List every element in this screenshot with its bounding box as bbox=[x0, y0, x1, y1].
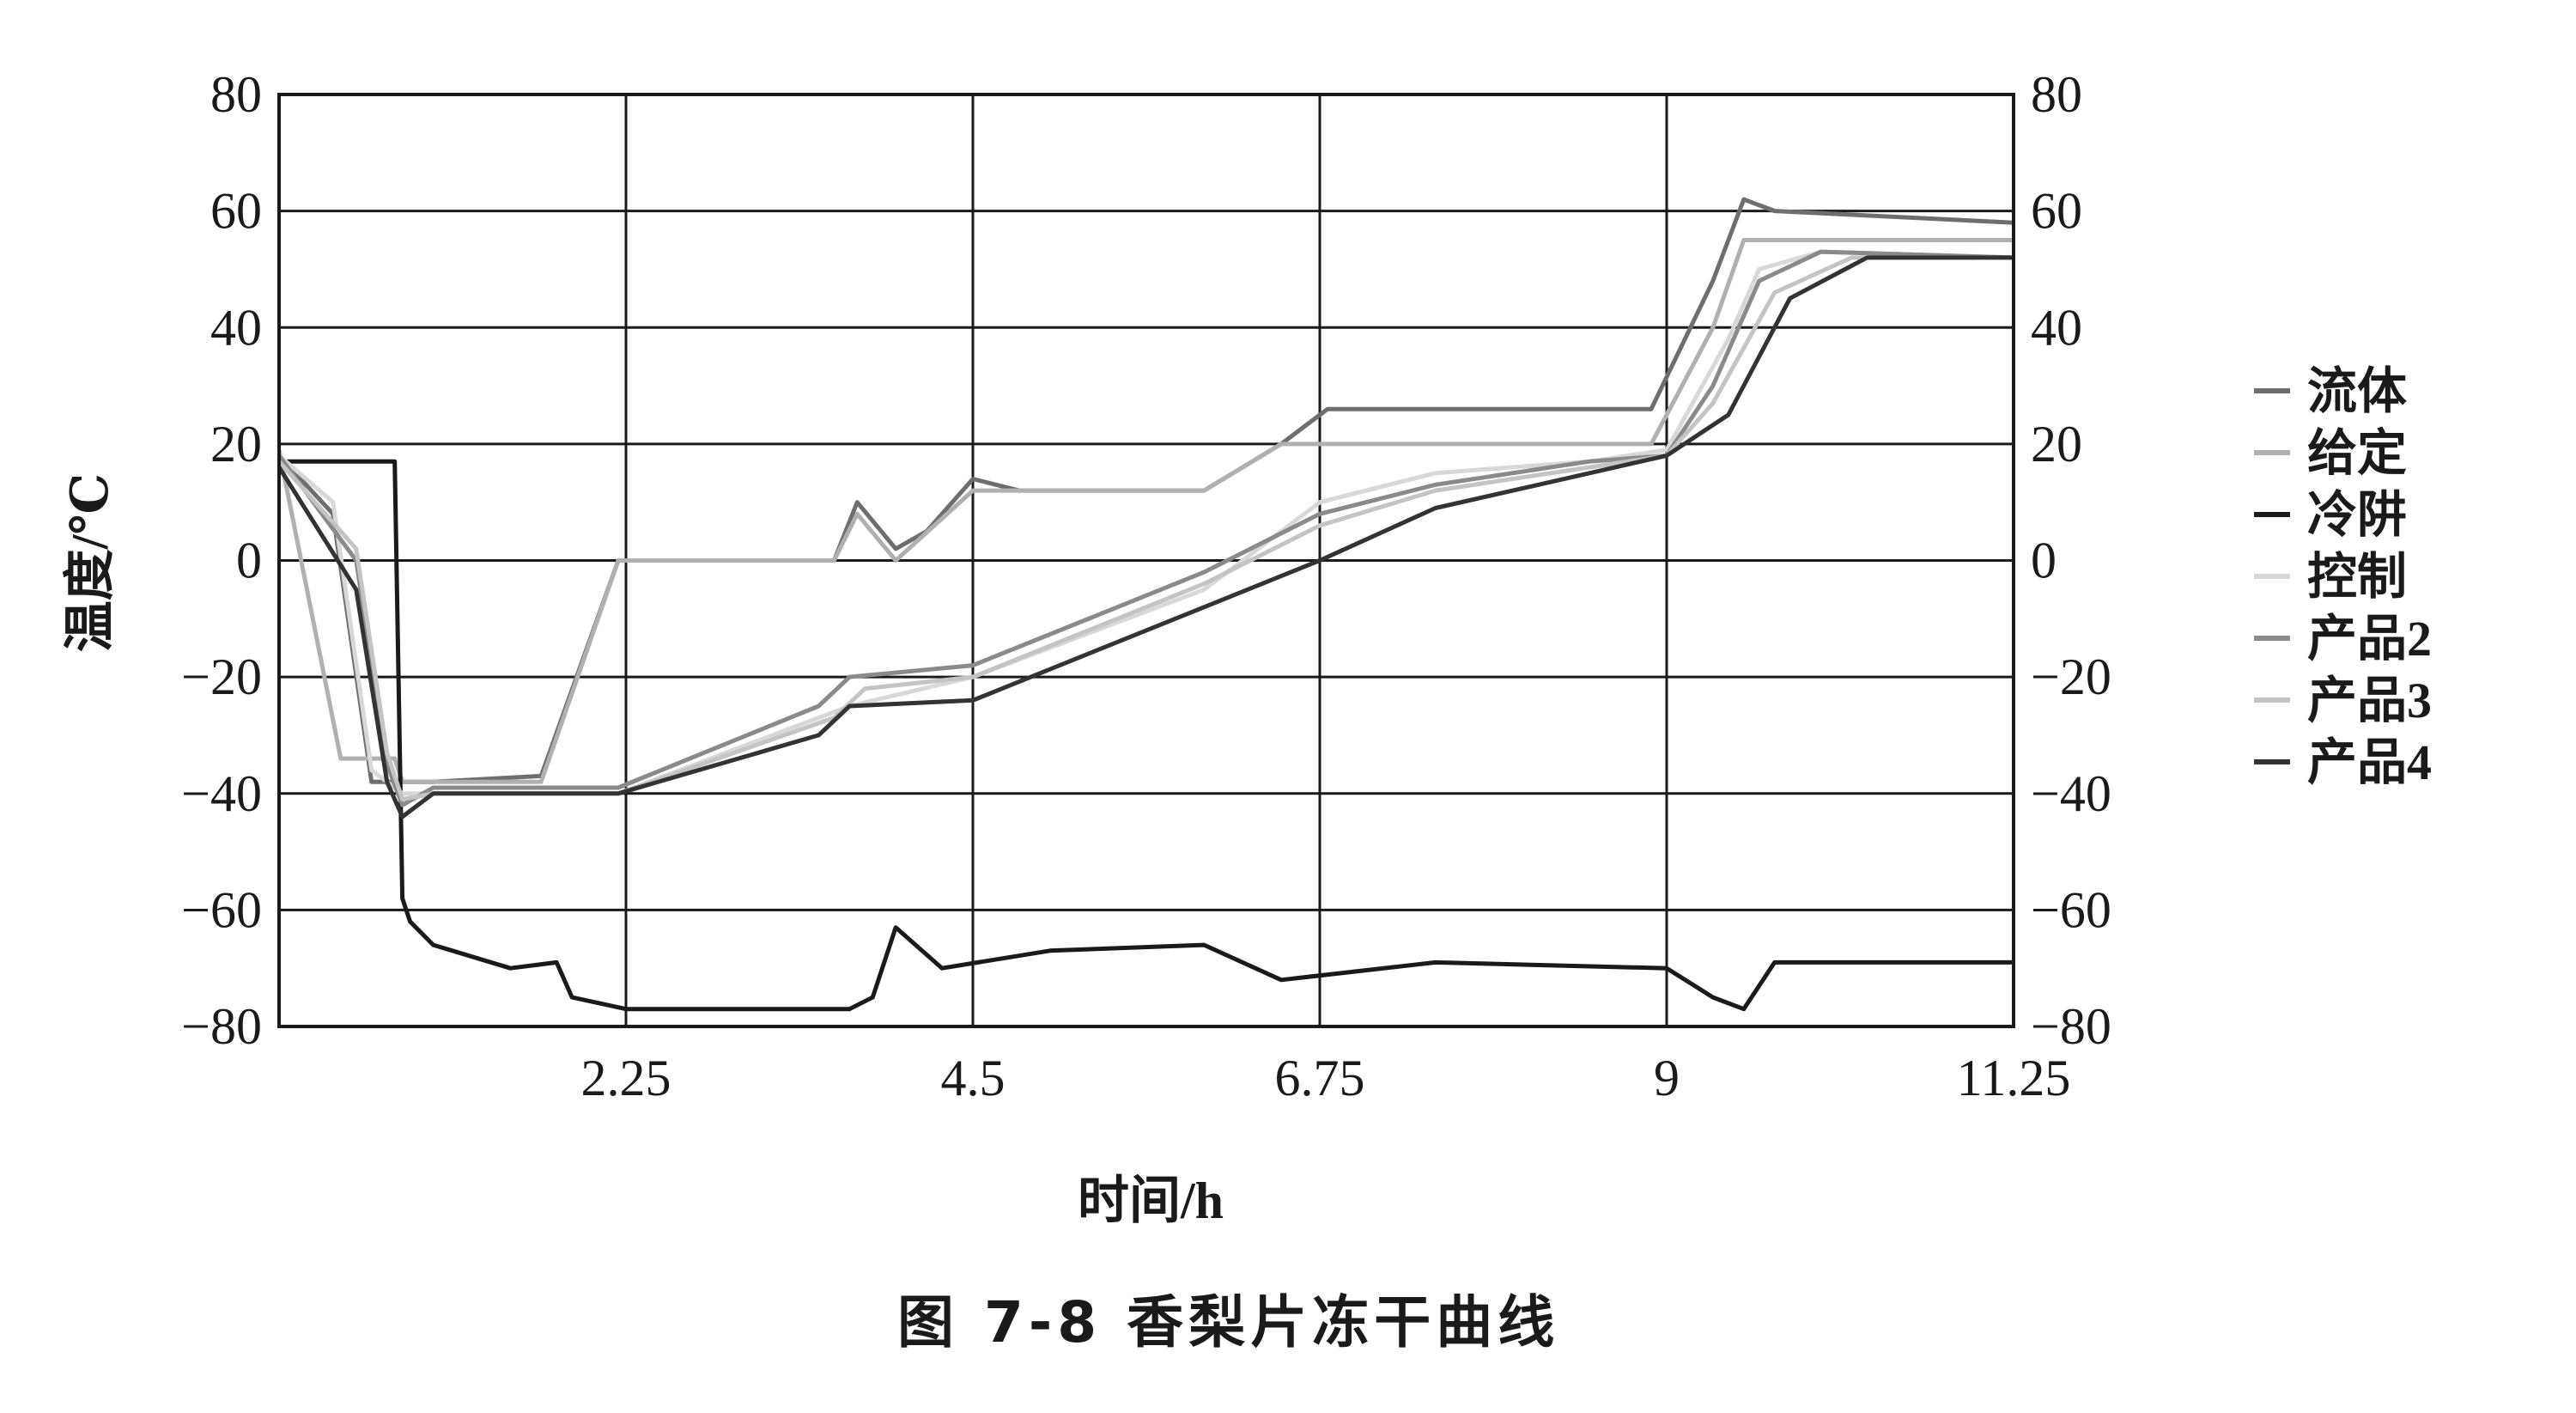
y-tick-label-right: −60 bbox=[2031, 881, 2111, 938]
y-tick-label-left: −60 bbox=[181, 881, 262, 938]
y-tick-label-right: −80 bbox=[2031, 998, 2111, 1055]
y-tick-label-left: 60 bbox=[210, 183, 262, 240]
y-tick-label-left: 40 bbox=[210, 299, 262, 356]
y-tick-label-right: −40 bbox=[2031, 765, 2111, 822]
y-tick-label-right: −20 bbox=[2031, 649, 2111, 705]
x-tick-label: 6.75 bbox=[1275, 1050, 1365, 1106]
legend-label: 产品2 bbox=[2307, 611, 2432, 667]
y-tick-label-left: 20 bbox=[210, 416, 262, 472]
legend-label: 产品4 bbox=[2307, 734, 2432, 790]
series-line bbox=[276, 238, 2014, 784]
x-tick-label: 4.5 bbox=[941, 1050, 1005, 1106]
series-line bbox=[279, 459, 2014, 1012]
plot-frame bbox=[277, 93, 2015, 1028]
y-tick-label-right: 0 bbox=[2031, 533, 2057, 589]
x-tick-label: 2.25 bbox=[581, 1050, 671, 1106]
figure-caption: 图 7-8 香梨片冻干曲线 bbox=[897, 1289, 1559, 1355]
legend-label: 冷阱 bbox=[2307, 487, 2407, 543]
x-tick-label: 9 bbox=[1654, 1050, 1680, 1106]
y-tick-label-left: 0 bbox=[236, 533, 262, 589]
y-tick-label-left: 80 bbox=[210, 66, 262, 123]
data-series bbox=[276, 197, 2014, 1012]
legend-label: 给定 bbox=[2307, 425, 2407, 481]
tick-labels: −80 −80 −60 −60 −40 −40 −20 −20 0 0 20 20 40 40 60 60 80… bbox=[181, 66, 2111, 1106]
legend-label: 流体 bbox=[2307, 363, 2407, 419]
legend-label: 产品3 bbox=[2307, 673, 2432, 728]
y-tick-label-left: −40 bbox=[181, 765, 262, 822]
series-line bbox=[276, 255, 2014, 819]
y-axis-title: 温度/℃ bbox=[62, 473, 118, 653]
y-tick-label-left: −80 bbox=[181, 998, 262, 1055]
grid-lines bbox=[279, 93, 2015, 1028]
legend-label: 控制 bbox=[2307, 549, 2407, 605]
x-tick-label: 11.25 bbox=[1957, 1050, 2071, 1106]
y-tick-label-right: 60 bbox=[2031, 183, 2082, 240]
y-tick-label-left: −20 bbox=[181, 649, 262, 705]
x-axis-title: 时间/h bbox=[1078, 1172, 1224, 1229]
y-tick-label-right: 40 bbox=[2031, 299, 2082, 356]
series-line bbox=[277, 255, 2014, 801]
y-tick-label-right: 80 bbox=[2031, 66, 2082, 123]
y-tick-label-right: 20 bbox=[2031, 416, 2082, 472]
